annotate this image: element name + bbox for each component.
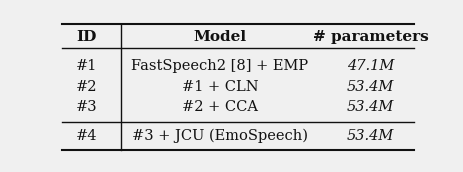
Text: FastSpeech2 [8] + EMP: FastSpeech2 [8] + EMP — [131, 59, 308, 73]
Text: #1 + CLN: #1 + CLN — [181, 80, 257, 94]
Text: #4: #4 — [76, 129, 97, 143]
Text: 53.4M: 53.4M — [346, 129, 394, 143]
Text: 53.4M: 53.4M — [346, 100, 394, 114]
Text: #2 + CCA: #2 + CCA — [181, 100, 257, 114]
Text: ID: ID — [76, 30, 97, 44]
Text: #3 + JCU (EmoSpeech): #3 + JCU (EmoSpeech) — [131, 129, 307, 143]
Text: 47.1M: 47.1M — [346, 59, 394, 73]
Text: #1: #1 — [76, 59, 97, 73]
Text: Model: Model — [193, 30, 246, 44]
Text: #3: #3 — [76, 100, 97, 114]
Text: # parameters: # parameters — [313, 30, 428, 44]
Text: 53.4M: 53.4M — [346, 80, 394, 94]
Text: #2: #2 — [76, 80, 97, 94]
